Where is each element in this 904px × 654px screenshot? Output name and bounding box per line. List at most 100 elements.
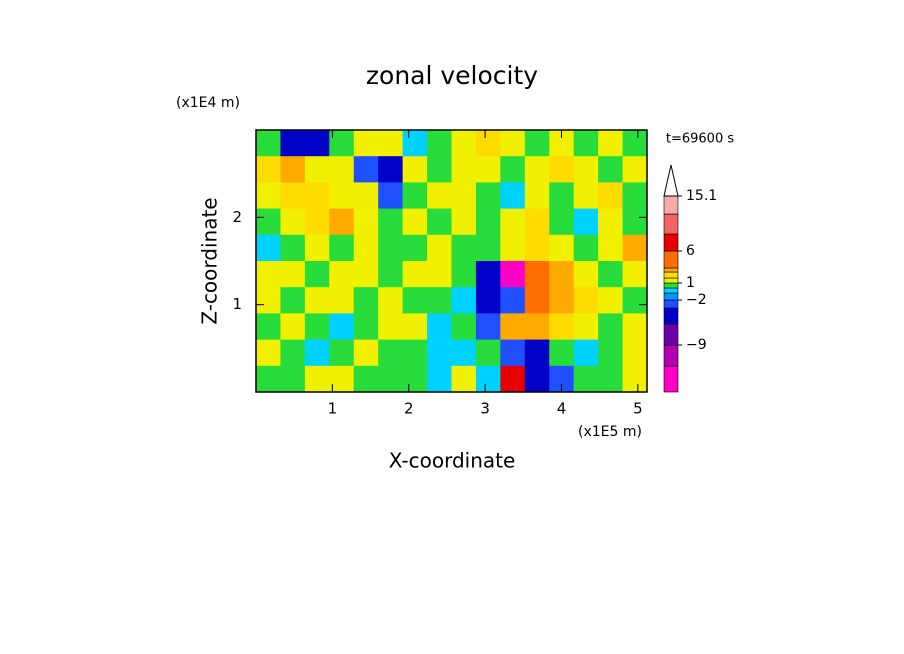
contour-cell [622, 365, 648, 393]
contour-cell [256, 261, 281, 288]
contour-cell [402, 261, 428, 288]
contour-cell [402, 234, 428, 262]
contour-cell [549, 339, 575, 367]
contour-cell [378, 208, 404, 236]
contour-cell [475, 287, 501, 314]
contour-cell [256, 156, 281, 183]
contour-cell [256, 365, 281, 393]
contour-cell [524, 365, 550, 393]
colorbar-segment [663, 195, 679, 215]
contour-cell [500, 287, 526, 314]
colorbar-segment [663, 323, 679, 346]
contour-cell [329, 261, 355, 288]
contour-cell [573, 339, 599, 367]
contour-cell [402, 182, 428, 210]
chart-title: zonal velocity [366, 61, 538, 90]
contour-cell [378, 287, 404, 314]
contour-cell [622, 339, 648, 367]
contour-cell [256, 339, 281, 367]
contour-cell [402, 156, 428, 183]
contour-cell [451, 156, 477, 183]
contour-cell [500, 261, 526, 288]
x-tick-label: 2 [404, 400, 414, 418]
contour-cell [598, 182, 624, 210]
contour-cell [402, 130, 428, 157]
contour-cell [500, 156, 526, 183]
contour-cell [500, 130, 526, 157]
contour-cell [500, 182, 526, 210]
contour-cell [329, 234, 355, 262]
contour-cell [598, 156, 624, 183]
x-tick-label: 4 [557, 400, 567, 418]
contour-cell [524, 287, 550, 314]
contour-cell [304, 156, 330, 183]
y-axis-label: Z-coordinate [198, 197, 222, 324]
x-unit: (x1E5 m) [578, 424, 642, 440]
contour-cell [524, 339, 550, 367]
contour-cell [475, 339, 501, 367]
contour-cell [500, 234, 526, 262]
contour-cell [475, 130, 501, 157]
colorbar-segment [663, 282, 679, 289]
contour-cell [378, 261, 404, 288]
contour-cell [353, 339, 379, 367]
contour-cell [451, 261, 477, 288]
contour-cell [622, 261, 648, 288]
contour-cell [280, 130, 306, 157]
colorbar-segment [663, 213, 679, 235]
colorbar-label: 1 [686, 275, 695, 291]
contour-cell [622, 182, 648, 210]
contour-cell [256, 208, 281, 236]
contour-cell [500, 339, 526, 367]
contour-cell [475, 261, 501, 288]
contour-cell [549, 313, 575, 341]
contour-cell [329, 208, 355, 236]
contour-cell [304, 339, 330, 367]
contour-cell [280, 313, 306, 341]
contour-cell [451, 208, 477, 236]
colorbar-label: −2 [686, 292, 707, 308]
contour-cell [475, 182, 501, 210]
x-tick-label: 3 [480, 400, 490, 418]
contour-cell [622, 130, 648, 157]
y-unit: (x1E4 m) [176, 95, 240, 111]
contour-cell [329, 287, 355, 314]
contour-cell [598, 339, 624, 367]
contour-cell [280, 261, 306, 288]
colorbar-segment [663, 267, 679, 273]
colorbar-segment [663, 233, 679, 252]
contour-cell [402, 339, 428, 367]
contour-cell [524, 130, 550, 157]
contour-cell [573, 156, 599, 183]
colorbar-label: 15.1 [686, 188, 717, 204]
contour-cell [573, 313, 599, 341]
contour-cell [549, 234, 575, 262]
contour-cell [573, 287, 599, 314]
colorbar-segment [663, 250, 679, 269]
contour-cell [622, 208, 648, 236]
contour-cell [378, 234, 404, 262]
contour-cell [451, 313, 477, 341]
contour-cell [256, 182, 281, 210]
x-tick-label: 1 [328, 400, 338, 418]
contour-cell [353, 130, 379, 157]
contour-cell [598, 365, 624, 393]
contour-cell [524, 156, 550, 183]
contour-cell [573, 182, 599, 210]
contour-cell [402, 313, 428, 341]
contour-cell [598, 130, 624, 157]
y-tick-label: 2 [232, 208, 242, 226]
contour-cell [427, 156, 452, 183]
contour-cell [353, 287, 379, 314]
contour-cell [378, 156, 404, 183]
contour-cell [353, 365, 379, 393]
contour-cell [524, 234, 550, 262]
contour-cell [280, 365, 306, 393]
contour-cell [475, 208, 501, 236]
contour-cell [524, 313, 550, 341]
contour-cell [256, 287, 281, 314]
colorbar-segment [663, 287, 679, 294]
x-axis-label: X-coordinate [389, 449, 516, 473]
colorbar-segment [663, 292, 679, 301]
colorbar-segment [663, 277, 679, 284]
